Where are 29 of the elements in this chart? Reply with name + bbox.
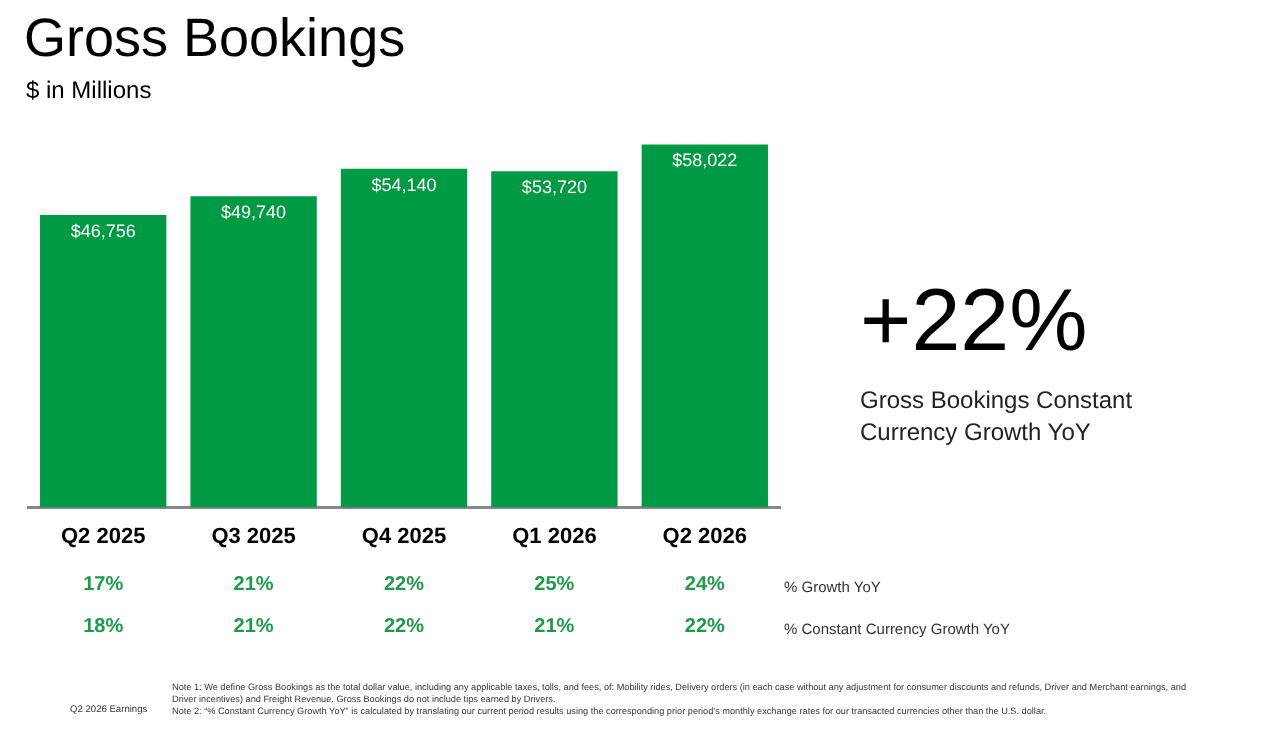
bar <box>40 214 167 508</box>
text: 21% <box>233 574 274 596</box>
x-tick-label: Q3 2025 <box>211 524 296 549</box>
text: 22% <box>383 616 425 638</box>
data-label: $46,756 <box>70 220 136 241</box>
data-label: $53,720 <box>521 177 587 198</box>
text: Gross Bookings Constant Currency Growth YoY <box>860 384 1135 448</box>
text: +22% <box>860 272 1088 372</box>
text: 24% <box>684 574 725 596</box>
x-tick-label: Q2 2025 <box>61 524 146 549</box>
text: 25% <box>534 574 575 596</box>
data-label: $58,022 <box>672 150 738 171</box>
text: 17% <box>83 574 124 596</box>
text: 22% <box>684 616 725 638</box>
text: 22% <box>383 574 425 596</box>
bar <box>491 171 618 508</box>
x-tick-label: Q1 2026 <box>512 524 597 549</box>
x-tick-label: Q4 2025 <box>361 524 447 549</box>
data-label: $49,740 <box>221 202 287 223</box>
text: 21% <box>233 616 274 638</box>
text: 18% <box>83 616 124 638</box>
text: 21% <box>534 616 575 638</box>
data-label: $54,140 <box>371 174 437 195</box>
x-tick-label: Q2 2026 <box>662 524 747 549</box>
bar <box>190 196 317 508</box>
chart-title: Gross Bookings <box>24 8 406 70</box>
chart-subtitle: $ in Millions <box>26 76 152 104</box>
bar <box>641 144 768 508</box>
bar <box>340 168 468 508</box>
